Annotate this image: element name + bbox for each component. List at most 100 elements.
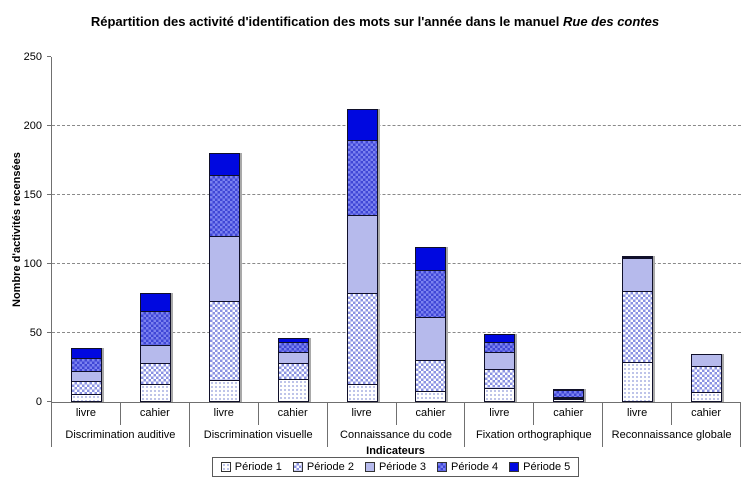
x-axis-sublabel: cahier xyxy=(277,407,308,419)
y-tick-mark xyxy=(47,194,51,195)
x-axis-sublabel: cahier xyxy=(415,407,446,419)
x-axis-category-label: Discrimination auditive xyxy=(65,429,176,441)
legend-item: Période 5 xyxy=(509,461,570,473)
bar-segment-periode-2 xyxy=(277,363,309,380)
x-axis-subrow: livre cahier xyxy=(190,403,327,425)
bar-group xyxy=(465,57,603,402)
legend-item: Période 3 xyxy=(364,461,427,473)
gridline xyxy=(52,125,741,126)
stacked-bar xyxy=(690,354,722,402)
bar-segment-periode-1 xyxy=(484,388,516,402)
y-tick-mark xyxy=(47,401,51,402)
x-axis-group: livre cahier Reconnaissance globale xyxy=(603,403,741,447)
legend-item: Période 1 xyxy=(220,461,282,473)
x-axis-sublabel: livre xyxy=(328,403,397,425)
x-axis-group: livre cahier Fixation orthographique xyxy=(465,403,604,447)
legend-swatch-periode-2 xyxy=(292,462,303,472)
chart-title-main: Répartition des activité d'identificatio… xyxy=(90,14,564,29)
bar-segment-periode-1 xyxy=(415,390,447,402)
x-axis-subrow: livre cahier xyxy=(52,403,189,425)
bar-segment-periode-5 xyxy=(415,247,447,271)
x-axis-group: livre cahier Connaissance du code xyxy=(328,403,466,447)
x-axis-category-label: Reconnaissance globale xyxy=(611,429,732,441)
legend-item: Période 2 xyxy=(292,461,354,473)
x-axis-subrow: livre cahier xyxy=(603,403,740,425)
bar-segment-periode-1 xyxy=(71,393,102,402)
bar-segment-periode-4 xyxy=(346,140,378,216)
legend-label: Période 4 xyxy=(451,461,499,473)
bar-segment-periode-3 xyxy=(484,351,516,370)
legend-item: Période 4 xyxy=(437,461,498,473)
bar-segment-periode-2 xyxy=(622,291,654,363)
legend-swatch-periode-1 xyxy=(220,462,231,472)
x-axis-category-label: Fixation orthographique xyxy=(476,429,592,441)
plot-area xyxy=(51,57,741,403)
x-axis-sublabel: livre xyxy=(52,403,121,425)
y-tick-label: 200 xyxy=(23,120,42,132)
y-tick-label: 0 xyxy=(35,396,42,408)
stacked-bar xyxy=(484,334,516,402)
legend-label: Période 5 xyxy=(523,461,571,473)
stacked-bar xyxy=(208,153,240,402)
bar-segment-periode-2 xyxy=(484,368,516,390)
bar-segment-periode-3 xyxy=(139,344,171,364)
x-axis-labels: livre cahier Discrimination auditive livre c… xyxy=(51,403,741,447)
legend-swatch-periode-4 xyxy=(437,462,448,472)
x-axis-category-label: Connaissance du code xyxy=(340,429,452,441)
bar-segment-periode-2 xyxy=(71,380,102,395)
bar-segment-periode-2 xyxy=(346,292,378,386)
bar-segment-periode-1 xyxy=(553,399,585,402)
gridline xyxy=(52,194,741,195)
legend-label: Période 3 xyxy=(378,461,427,473)
bar-segment-periode-1 xyxy=(346,384,378,402)
x-axis-sublabel: cahier xyxy=(139,407,170,419)
legend-label: Période 1 xyxy=(234,461,282,473)
bar-segment-periode-1 xyxy=(690,392,722,402)
x-axis-sublabel: livre xyxy=(190,403,259,425)
legend-swatch-periode-5 xyxy=(509,462,520,472)
bar-segment-periode-3 xyxy=(208,235,240,302)
y-tick-label: 250 xyxy=(23,51,42,63)
y-tick-mark xyxy=(47,332,51,333)
bar-segment-periode-3 xyxy=(415,317,447,362)
bar-segment-periode-2 xyxy=(208,300,240,381)
x-axis-sublabel: livre xyxy=(465,403,535,425)
bar-segment-periode-2 xyxy=(139,362,171,386)
stacked-bar xyxy=(553,388,585,402)
bar-segment-periode-1 xyxy=(208,379,240,402)
y-tick-mark xyxy=(47,56,51,57)
y-tick-mark xyxy=(47,125,51,126)
y-tick-label: 100 xyxy=(23,258,42,270)
y-tick-mark xyxy=(47,263,51,264)
bar-segment-periode-1 xyxy=(277,378,309,402)
bar-segment-periode-4 xyxy=(71,358,102,372)
bar-segment-periode-1 xyxy=(139,384,171,402)
x-axis-category-label: Discrimination visuelle xyxy=(203,429,313,441)
legend: Période 1 Période 2 Période 3 Période 4 Péri… xyxy=(211,457,580,477)
bar-segment-periode-4 xyxy=(415,269,447,319)
y-tick-label: 50 xyxy=(29,327,42,339)
bar-segment-periode-4 xyxy=(139,311,171,346)
legend-label: Période 2 xyxy=(306,461,354,473)
bar-segment-periode-4 xyxy=(208,174,240,237)
stacked-bar xyxy=(415,247,447,402)
bar-groups xyxy=(52,57,741,402)
x-axis-sublabel: cahier xyxy=(691,407,722,419)
bar-segment-periode-5 xyxy=(208,153,240,176)
bar-segment-periode-3 xyxy=(346,214,378,294)
gridline xyxy=(52,263,741,264)
stacked-bar xyxy=(622,255,654,402)
stacked-bar xyxy=(346,109,378,402)
bar-segment-periode-1 xyxy=(622,361,654,402)
y-tick-label: 150 xyxy=(23,189,42,201)
bar-group xyxy=(190,57,328,402)
stacked-bar xyxy=(139,292,171,402)
bar-group xyxy=(603,57,741,402)
chart-title-italic: Rue des contes xyxy=(563,14,660,29)
x-axis-sublabel: livre xyxy=(603,403,673,425)
legend-swatch-periode-3 xyxy=(364,462,375,472)
bar-group xyxy=(328,57,466,402)
x-axis-subrow: livre cahier xyxy=(328,403,465,425)
x-axis-group: livre cahier Discrimination auditive xyxy=(52,403,190,447)
